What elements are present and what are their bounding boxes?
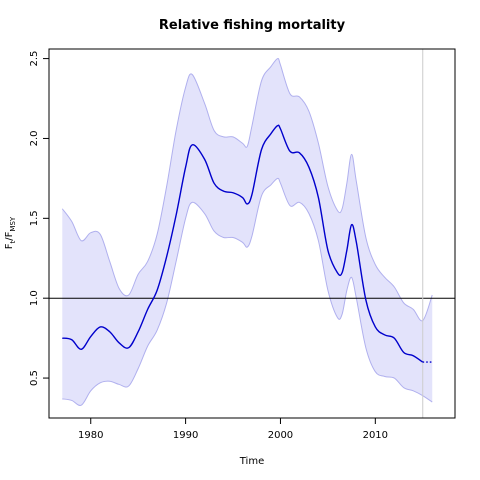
confidence-band — [62, 58, 433, 406]
y-tick-label: 1.5 — [29, 210, 40, 226]
x-axis: 1980 1990 2000 2010 — [78, 418, 388, 441]
plot-frame — [48, 48, 456, 419]
x-tick-label: 1980 — [78, 430, 103, 441]
y-tick-label: 0.5 — [29, 370, 40, 386]
confidence-band-upper-edge — [61, 58, 433, 322]
x-tick-label: 2010 — [363, 430, 388, 441]
plot-area — [49, 49, 455, 418]
x-tick-label: 2000 — [268, 430, 293, 441]
x-tick-label: 1990 — [173, 430, 198, 441]
y-label-sub2: MSY — [9, 216, 17, 231]
series-line-estimate — [62, 124, 424, 363]
chart-title: Relative fishing mortality — [159, 18, 346, 33]
y-label-main: F — [4, 243, 15, 249]
y-label-sub1: t — [9, 240, 17, 243]
y-tick-label: 2.5 — [29, 51, 40, 67]
y-axis: 0.5 1.0 1.5 2.0 2.5 — [29, 51, 49, 386]
confidence-band-lower-edge — [62, 177, 433, 407]
x-axis-label: Time — [239, 456, 264, 467]
y-label-sep: /F — [4, 231, 15, 240]
y-axis-label: Ft/FMSY — [4, 216, 17, 249]
y-tick-label: 1.0 — [29, 290, 40, 306]
y-tick-label: 2.0 — [29, 131, 40, 147]
